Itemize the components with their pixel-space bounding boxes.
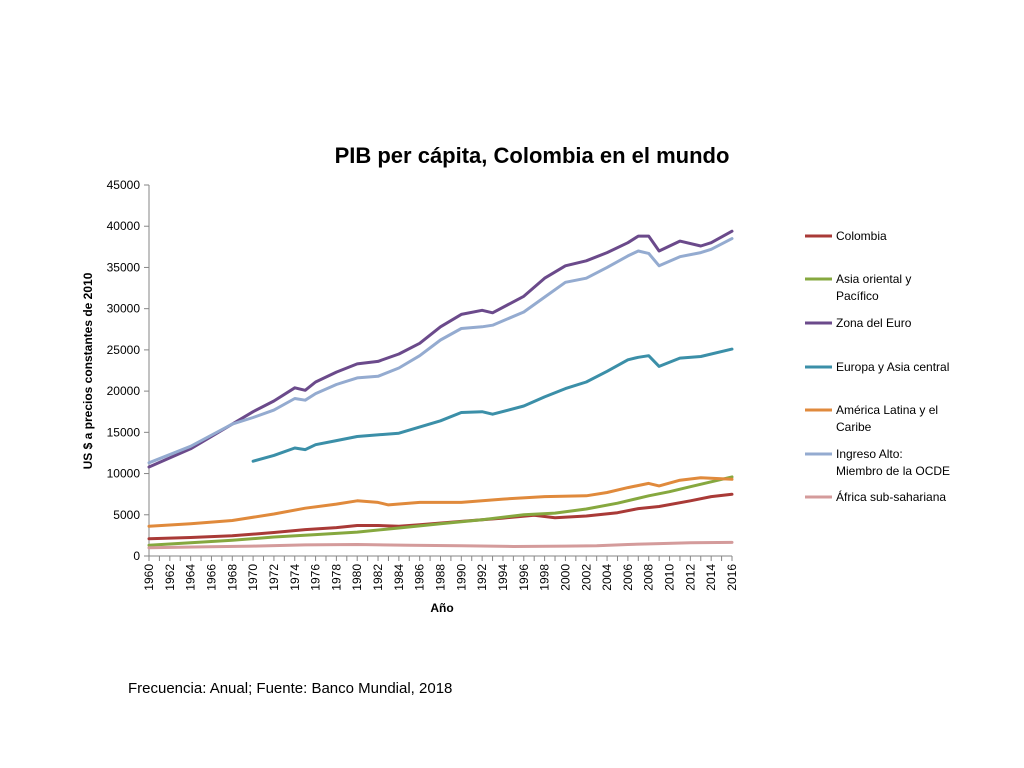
series-line: [147, 476, 734, 528]
series-line: [147, 492, 734, 541]
legend-label: Pacífico: [836, 289, 879, 303]
series-line: [147, 540, 734, 550]
legend-label: Zona del Euro: [836, 316, 912, 330]
x-tick-label: 1962: [163, 564, 177, 591]
x-tick-label: 1992: [475, 564, 489, 591]
legend-label: Ingreso Alto:: [836, 447, 903, 461]
x-tick-label: 1998: [538, 564, 552, 591]
x-tick-label: 2012: [683, 564, 697, 591]
x-tick-label: 1976: [309, 564, 323, 591]
series-line: [147, 237, 734, 465]
series-line: [251, 347, 734, 463]
axes: 0 5000 10000 15000 20000 25000 30000 35000 40000…: [107, 178, 739, 591]
y-tick-label: 35000: [107, 260, 141, 274]
x-tick-label: 1986: [413, 564, 427, 591]
series-lines: [147, 229, 734, 550]
legend-label: Miembro de la OCDE: [836, 464, 950, 478]
x-tick-label: 2008: [642, 564, 656, 591]
x-tick-label: 1960: [142, 564, 156, 591]
x-tick-label: 1970: [246, 564, 260, 591]
x-tick-label: 2014: [704, 564, 718, 591]
x-tick-label: 1980: [350, 564, 364, 591]
x-tick-label: 2016: [725, 564, 739, 591]
y-tick-label: 20000: [107, 384, 141, 398]
x-tick-label: 1990: [454, 564, 468, 591]
legend-label: Colombia: [836, 229, 887, 243]
x-tick-label: 1984: [392, 564, 406, 591]
x-tick-label: 2006: [621, 564, 635, 591]
legend-label: Caribe: [836, 420, 872, 434]
y-tick-label: 0: [133, 549, 140, 563]
x-tick-label: 1978: [329, 564, 343, 591]
y-tick-label: 25000: [107, 343, 141, 357]
x-tick-label: 2002: [579, 564, 593, 591]
x-axis-label: Año: [430, 601, 453, 615]
y-tick-label: 30000: [107, 302, 141, 316]
legend-label: Europa y Asia central: [836, 360, 949, 374]
x-tick-label: 1966: [204, 564, 218, 591]
y-tick-label: 5000: [113, 508, 140, 522]
x-tick-label: 2004: [600, 564, 614, 591]
x-tick-label: 1968: [225, 564, 239, 591]
legend-label: Asia oriental y: [836, 272, 911, 286]
y-tick-label: 40000: [107, 219, 141, 233]
y-axis-label: US $ a precios constantes de 2010: [81, 272, 95, 469]
y-tick-label: 45000: [107, 178, 141, 192]
x-tick-label: 1996: [517, 564, 531, 591]
source-footnote: Frecuencia: Anual; Fuente: Banco Mundial…: [128, 680, 453, 697]
x-tick-label: 1982: [371, 564, 385, 591]
x-tick-label: 1988: [434, 564, 448, 591]
x-tick-label: 1972: [267, 564, 281, 591]
x-tick-label: 1964: [184, 564, 198, 591]
x-tick-label: 2000: [558, 564, 572, 591]
x-tick-label: 2010: [663, 564, 677, 591]
series-line: [147, 229, 734, 469]
x-tick-label: 1994: [496, 564, 510, 591]
y-tick-label: 15000: [107, 425, 141, 439]
y-tick-label: 10000: [107, 467, 141, 481]
x-tick-label: 1974: [288, 564, 302, 591]
legend: Colombia Asia oriental y Pacífico Zona del …: [805, 229, 950, 504]
legend-label: África sub-sahariana: [836, 489, 946, 504]
legend-label: América Latina y el: [836, 403, 938, 417]
chart-title: PIB per cápita, Colombia en el mundo: [335, 143, 730, 168]
series-line: [147, 475, 734, 547]
